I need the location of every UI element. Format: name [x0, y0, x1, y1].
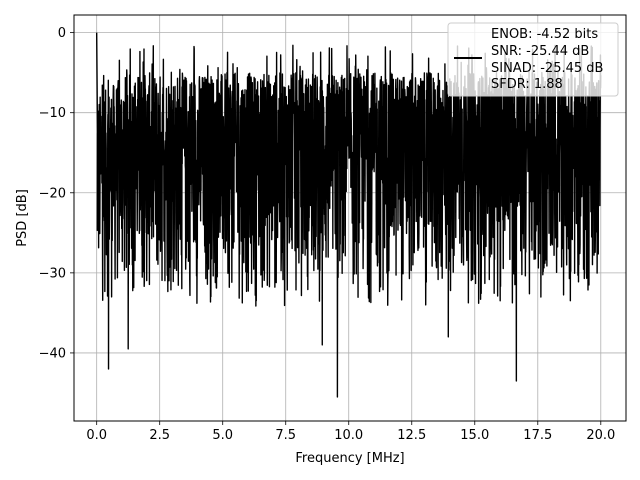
y-axis: 0 −10 −20 −30 −40 — [39, 26, 74, 361]
psd-series-line — [95, 32, 602, 398]
legend-entry-sinad: SINAD: -25.45 dB — [491, 61, 603, 76]
y-axis-label: PSD [dB] — [15, 189, 30, 247]
x-tick-label: 10.0 — [334, 428, 363, 443]
y-tick-label: 0 — [58, 26, 66, 41]
x-tick-label: 20.0 — [586, 428, 615, 443]
x-tick-label: 17.5 — [523, 428, 552, 443]
x-tick-label: 15.0 — [460, 428, 489, 443]
y-tick-label: −30 — [39, 266, 66, 281]
y-tick-label: −40 — [39, 346, 66, 361]
x-tick-label: 7.5 — [275, 428, 296, 443]
axes-frame — [73, 14, 627, 422]
x-axis: 0.0 2.5 5.0 7.5 10.0 12.5 15.0 17.5 20.0 — [86, 421, 615, 443]
x-tick-label: 12.5 — [397, 428, 426, 443]
x-axis-label: Frequency [MHz] — [295, 451, 404, 466]
legend-entry-enob: ENOB: -4.52 bits — [491, 27, 598, 42]
x-tick-label: 2.5 — [149, 428, 170, 443]
y-tick-label: −10 — [39, 106, 66, 121]
plot-area — [95, 32, 602, 398]
legend-entry-sfdr: SFDR: 1.88 — [491, 77, 563, 92]
x-tick-label: 5.0 — [212, 428, 233, 443]
legend: ENOB: -4.52 bits SNR: -25.44 dB SINAD: -… — [447, 22, 619, 97]
x-tick-label: 0.0 — [86, 428, 107, 443]
legend-box — [447, 22, 619, 97]
legend-entry-snr: SNR: -25.44 dB — [491, 44, 589, 59]
y-tick-label: −20 — [39, 186, 66, 201]
